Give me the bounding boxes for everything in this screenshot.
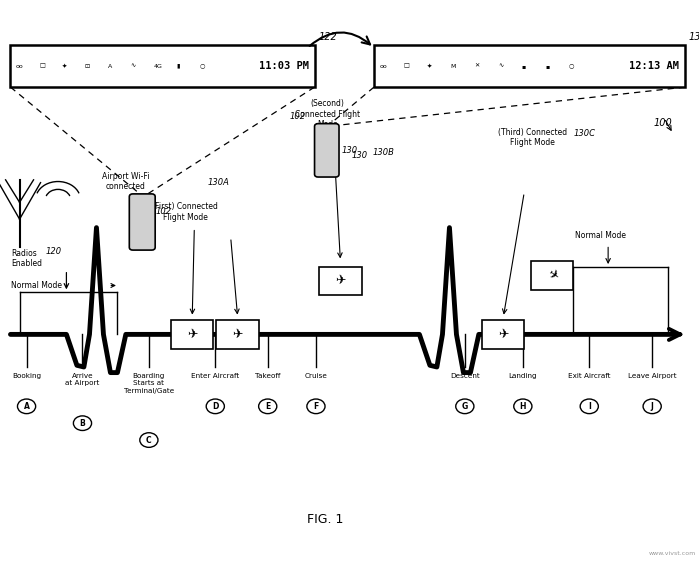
Text: C: C [146, 436, 152, 445]
Text: Enter Aircraft: Enter Aircraft [191, 373, 240, 379]
Text: oo: oo [380, 64, 387, 69]
Text: B: B [80, 419, 85, 428]
Text: ✈: ✈ [545, 267, 560, 284]
Text: (First) Connected
Flight Mode: (First) Connected Flight Mode [152, 202, 218, 222]
Text: 132: 132 [689, 32, 699, 42]
Text: D: D [212, 402, 219, 411]
Text: (Second)
Connected Flight
Mode: (Second) Connected Flight Mode [294, 99, 360, 129]
Text: E: E [265, 402, 271, 411]
FancyBboxPatch shape [315, 124, 339, 177]
Text: ▪: ▪ [545, 64, 549, 69]
FancyBboxPatch shape [482, 320, 524, 349]
Text: Radios
Enabled: Radios Enabled [11, 249, 42, 268]
Text: □: □ [403, 64, 409, 69]
Text: A: A [24, 402, 29, 411]
Text: Cruise: Cruise [305, 373, 327, 379]
Text: 120: 120 [45, 247, 62, 256]
Text: www.vivst.com: www.vivst.com [648, 551, 696, 556]
Text: 102: 102 [155, 207, 171, 216]
Text: oo: oo [16, 64, 24, 69]
Text: (Third) Connected
Flight Mode: (Third) Connected Flight Mode [498, 128, 567, 147]
Text: ✕: ✕ [475, 64, 480, 69]
FancyBboxPatch shape [531, 261, 573, 290]
Text: Leave Airport: Leave Airport [628, 373, 677, 379]
Text: 122: 122 [318, 32, 337, 42]
Text: Landing: Landing [509, 373, 537, 379]
Text: I: I [588, 402, 591, 411]
Text: ▪: ▪ [521, 64, 526, 69]
Text: ✦: ✦ [62, 64, 67, 69]
Text: ✈: ✈ [232, 328, 243, 341]
Bar [10, 45, 315, 87]
Text: A: A [108, 64, 112, 69]
Text: 130C: 130C [573, 129, 595, 138]
Text: Takeoff: Takeoff [255, 373, 280, 379]
Text: ∿: ∿ [131, 64, 136, 69]
Text: Descent: Descent [450, 373, 480, 379]
Text: 130A: 130A [208, 178, 229, 187]
Text: ✦: ✦ [427, 64, 432, 69]
FancyBboxPatch shape [129, 194, 155, 250]
Text: Exit Aircraft: Exit Aircraft [568, 373, 610, 379]
Text: 130: 130 [352, 151, 368, 160]
Text: FIG. 1: FIG. 1 [307, 513, 343, 527]
Text: F: F [313, 402, 319, 411]
Text: ✈: ✈ [335, 274, 346, 288]
Text: 4G: 4G [154, 64, 162, 69]
Text: G: G [462, 402, 468, 411]
Text: ⊡: ⊡ [85, 64, 90, 69]
Text: J: J [651, 402, 654, 411]
Bar [374, 45, 685, 87]
Text: ✈: ✈ [498, 328, 509, 341]
Text: ∿: ∿ [498, 64, 503, 69]
Text: Normal Mode: Normal Mode [575, 231, 626, 240]
Text: 11:03 PM: 11:03 PM [259, 61, 309, 71]
FancyArrowPatch shape [310, 33, 370, 46]
Text: Normal Mode: Normal Mode [11, 281, 62, 290]
FancyBboxPatch shape [319, 266, 361, 296]
Text: 130B: 130B [373, 148, 394, 157]
Text: □: □ [39, 64, 45, 69]
Text: 100: 100 [654, 118, 672, 128]
FancyBboxPatch shape [171, 320, 213, 349]
Text: ○: ○ [569, 64, 575, 69]
Text: ✈: ✈ [187, 328, 198, 341]
Text: M: M [451, 64, 456, 69]
Text: Boarding
Starts at
Terminal/Gate: Boarding Starts at Terminal/Gate [124, 373, 174, 393]
Text: Airport Wi-Fi
connected: Airport Wi-Fi connected [102, 171, 150, 191]
Text: H: H [519, 402, 526, 411]
Text: Arrive
at Airport: Arrive at Airport [65, 373, 100, 386]
Text: ▮: ▮ [176, 64, 180, 69]
Text: Booking: Booking [12, 373, 41, 379]
Text: 102: 102 [289, 112, 305, 121]
Text: 12:13 AM: 12:13 AM [629, 61, 679, 71]
Text: ○: ○ [199, 64, 205, 69]
Text: 130: 130 [341, 146, 357, 155]
FancyBboxPatch shape [217, 320, 259, 349]
